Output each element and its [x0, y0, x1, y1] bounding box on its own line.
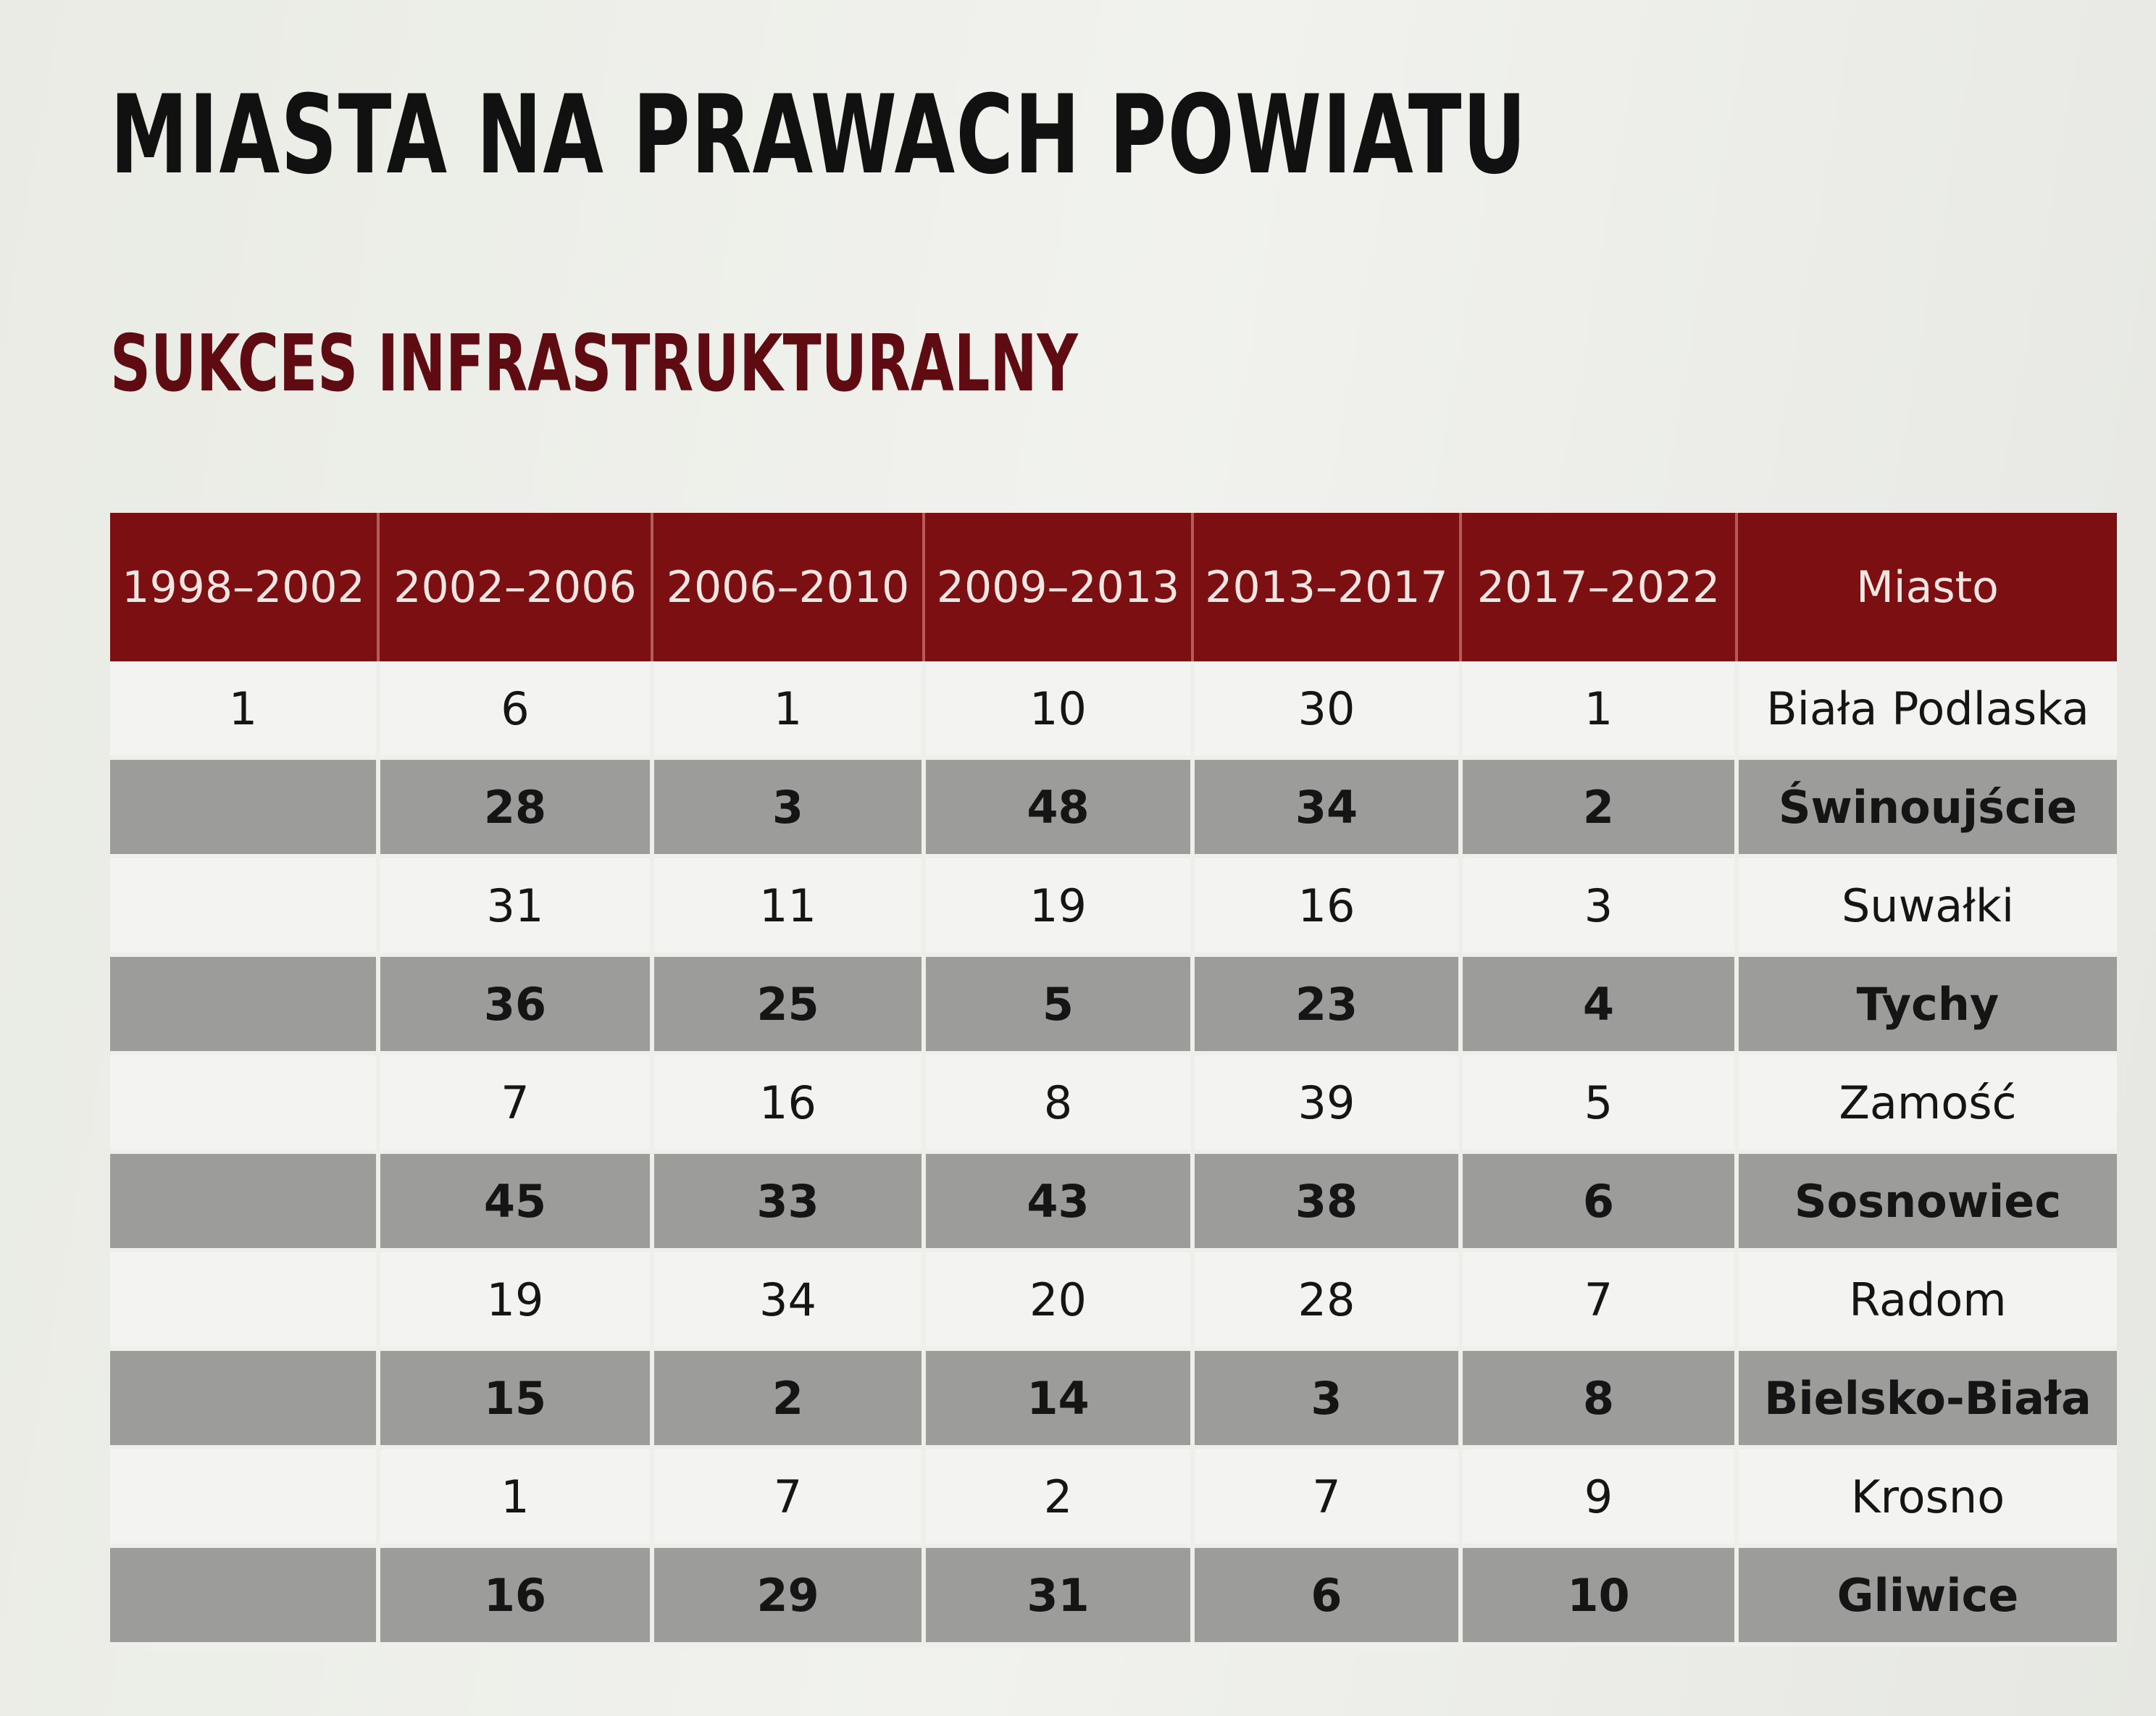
rank-cell: 7	[378, 1053, 654, 1152]
city-cell: Tychy	[1737, 953, 2117, 1055]
table-row: 7 16 8 39 5 Zamość	[110, 1053, 2117, 1152]
rank-cell: 6	[1192, 1544, 1463, 1646]
table-row: 16 29 31 6 10 Gliwice	[110, 1544, 2117, 1646]
table-row: 19 34 20 28 7 Radom	[110, 1250, 2117, 1349]
rank-cell: 3	[1192, 1347, 1463, 1449]
rank-cell: 43	[924, 1150, 1195, 1252]
rank-cell: 45	[378, 1150, 654, 1252]
rank-cell: 28	[1192, 1250, 1463, 1349]
rank-cell: 29	[652, 1544, 926, 1646]
rank-cell: 1	[110, 661, 380, 758]
column-header: 2006–2010	[652, 513, 925, 661]
table-header-row: 1998–2002 2002–2006 2006–2010 2009–2013 2013…	[110, 513, 2117, 661]
rank-cell: 16	[652, 1053, 926, 1152]
rank-cell: 19	[924, 856, 1195, 955]
rank-cell: 33	[652, 1150, 926, 1252]
rank-cell: 25	[652, 953, 926, 1055]
rank-cell: 23	[1192, 953, 1463, 1055]
table-row: 31 11 19 16 3 Suwałki	[110, 856, 2117, 955]
rank-cell: 10	[1461, 1544, 1739, 1646]
city-cell: Biała Podlaska	[1737, 661, 2117, 758]
rank-cell: 38	[1192, 1150, 1463, 1252]
rank-cell	[110, 756, 380, 858]
rank-cell: 16	[378, 1544, 654, 1646]
table-row: 1 6 1 10 30 1 Biała Podlaska	[110, 661, 2117, 758]
rank-cell: 34	[652, 1250, 926, 1349]
rank-cell: 11	[652, 856, 926, 955]
table-row: 28 3 48 34 2 Świnoujście	[110, 756, 2117, 858]
column-header: 1998–2002	[110, 513, 380, 661]
rank-cell: 1	[652, 661, 926, 758]
rank-cell: 15	[378, 1347, 654, 1449]
city-cell: Świnoujście	[1737, 756, 2117, 858]
rank-cell: 5	[924, 953, 1195, 1055]
table-row: 45 33 43 38 6 Sosnowiec	[110, 1150, 2117, 1252]
rank-cell: 36	[378, 953, 654, 1055]
rank-cell: 20	[924, 1250, 1195, 1349]
rank-cell: 30	[1192, 661, 1463, 758]
city-cell: Bielsko-Biała	[1737, 1347, 2117, 1449]
city-cell: Suwałki	[1737, 856, 2117, 955]
rank-cell: 5	[1461, 1053, 1739, 1152]
column-header: 2013–2017	[1192, 513, 1462, 661]
rank-cell: 14	[924, 1347, 1195, 1449]
city-cell: Krosno	[1737, 1447, 2117, 1546]
city-cell: Zamość	[1737, 1053, 2117, 1152]
rank-cell: 19	[378, 1250, 654, 1349]
rank-cell: 2	[652, 1347, 926, 1449]
rank-cell	[110, 1447, 380, 1546]
rank-cell: 1	[378, 1447, 654, 1546]
rank-cell: 10	[924, 661, 1195, 758]
rank-cell: 4	[1461, 953, 1739, 1055]
column-header: 2002–2006	[378, 513, 653, 661]
rank-cell: 39	[1192, 1053, 1463, 1152]
rank-cell: 48	[924, 756, 1195, 858]
table-row: 36 25 5 23 4 Tychy	[110, 953, 2117, 1055]
rank-cell	[110, 856, 380, 955]
page-title: MIASTA NA PRAWACH POWIATU	[110, 72, 1528, 198]
rank-cell: 7	[652, 1447, 926, 1546]
city-cell: Sosnowiec	[1737, 1150, 2117, 1252]
rank-cell: 3	[652, 756, 926, 858]
rank-cell: 6	[378, 661, 654, 758]
rank-cell: 31	[378, 856, 654, 955]
rank-cell: 1	[1461, 661, 1739, 758]
rank-cell: 34	[1192, 756, 1463, 858]
column-header: Miasto	[1737, 513, 2117, 661]
rank-cell	[110, 1053, 380, 1152]
table-row: 1 7 2 7 9 Krosno	[110, 1447, 2117, 1546]
section-subtitle: SUKCES INFRASTRUKTURALNY	[110, 319, 1078, 409]
city-cell: Gliwice	[1737, 1544, 2117, 1646]
rank-cell	[110, 1250, 380, 1349]
table-row: 15 2 14 3 8 Bielsko-Biała	[110, 1347, 2117, 1449]
rank-cell: 9	[1461, 1447, 1739, 1546]
rank-cell: 28	[378, 756, 654, 858]
rank-cell: 2	[1461, 756, 1739, 858]
city-cell: Radom	[1737, 1250, 2117, 1349]
rank-cell: 31	[924, 1544, 1195, 1646]
rank-cell: 8	[924, 1053, 1195, 1152]
rank-cell: 16	[1192, 856, 1463, 955]
rank-cell: 7	[1461, 1250, 1739, 1349]
rank-cell: 2	[924, 1447, 1195, 1546]
column-header: 2009–2013	[924, 513, 1194, 661]
rank-cell: 3	[1461, 856, 1739, 955]
rank-cell	[110, 1544, 380, 1646]
rank-cell	[110, 1347, 380, 1449]
rank-cell	[110, 953, 380, 1055]
rank-cell: 8	[1461, 1347, 1739, 1449]
column-header: 2017–2022	[1461, 513, 1738, 661]
rank-cell	[110, 1150, 380, 1252]
ranking-table: 1998–2002 2002–2006 2006–2010 2009–2013 2013…	[110, 513, 2117, 1646]
rank-cell: 7	[1192, 1447, 1463, 1546]
rank-cell: 6	[1461, 1150, 1739, 1252]
